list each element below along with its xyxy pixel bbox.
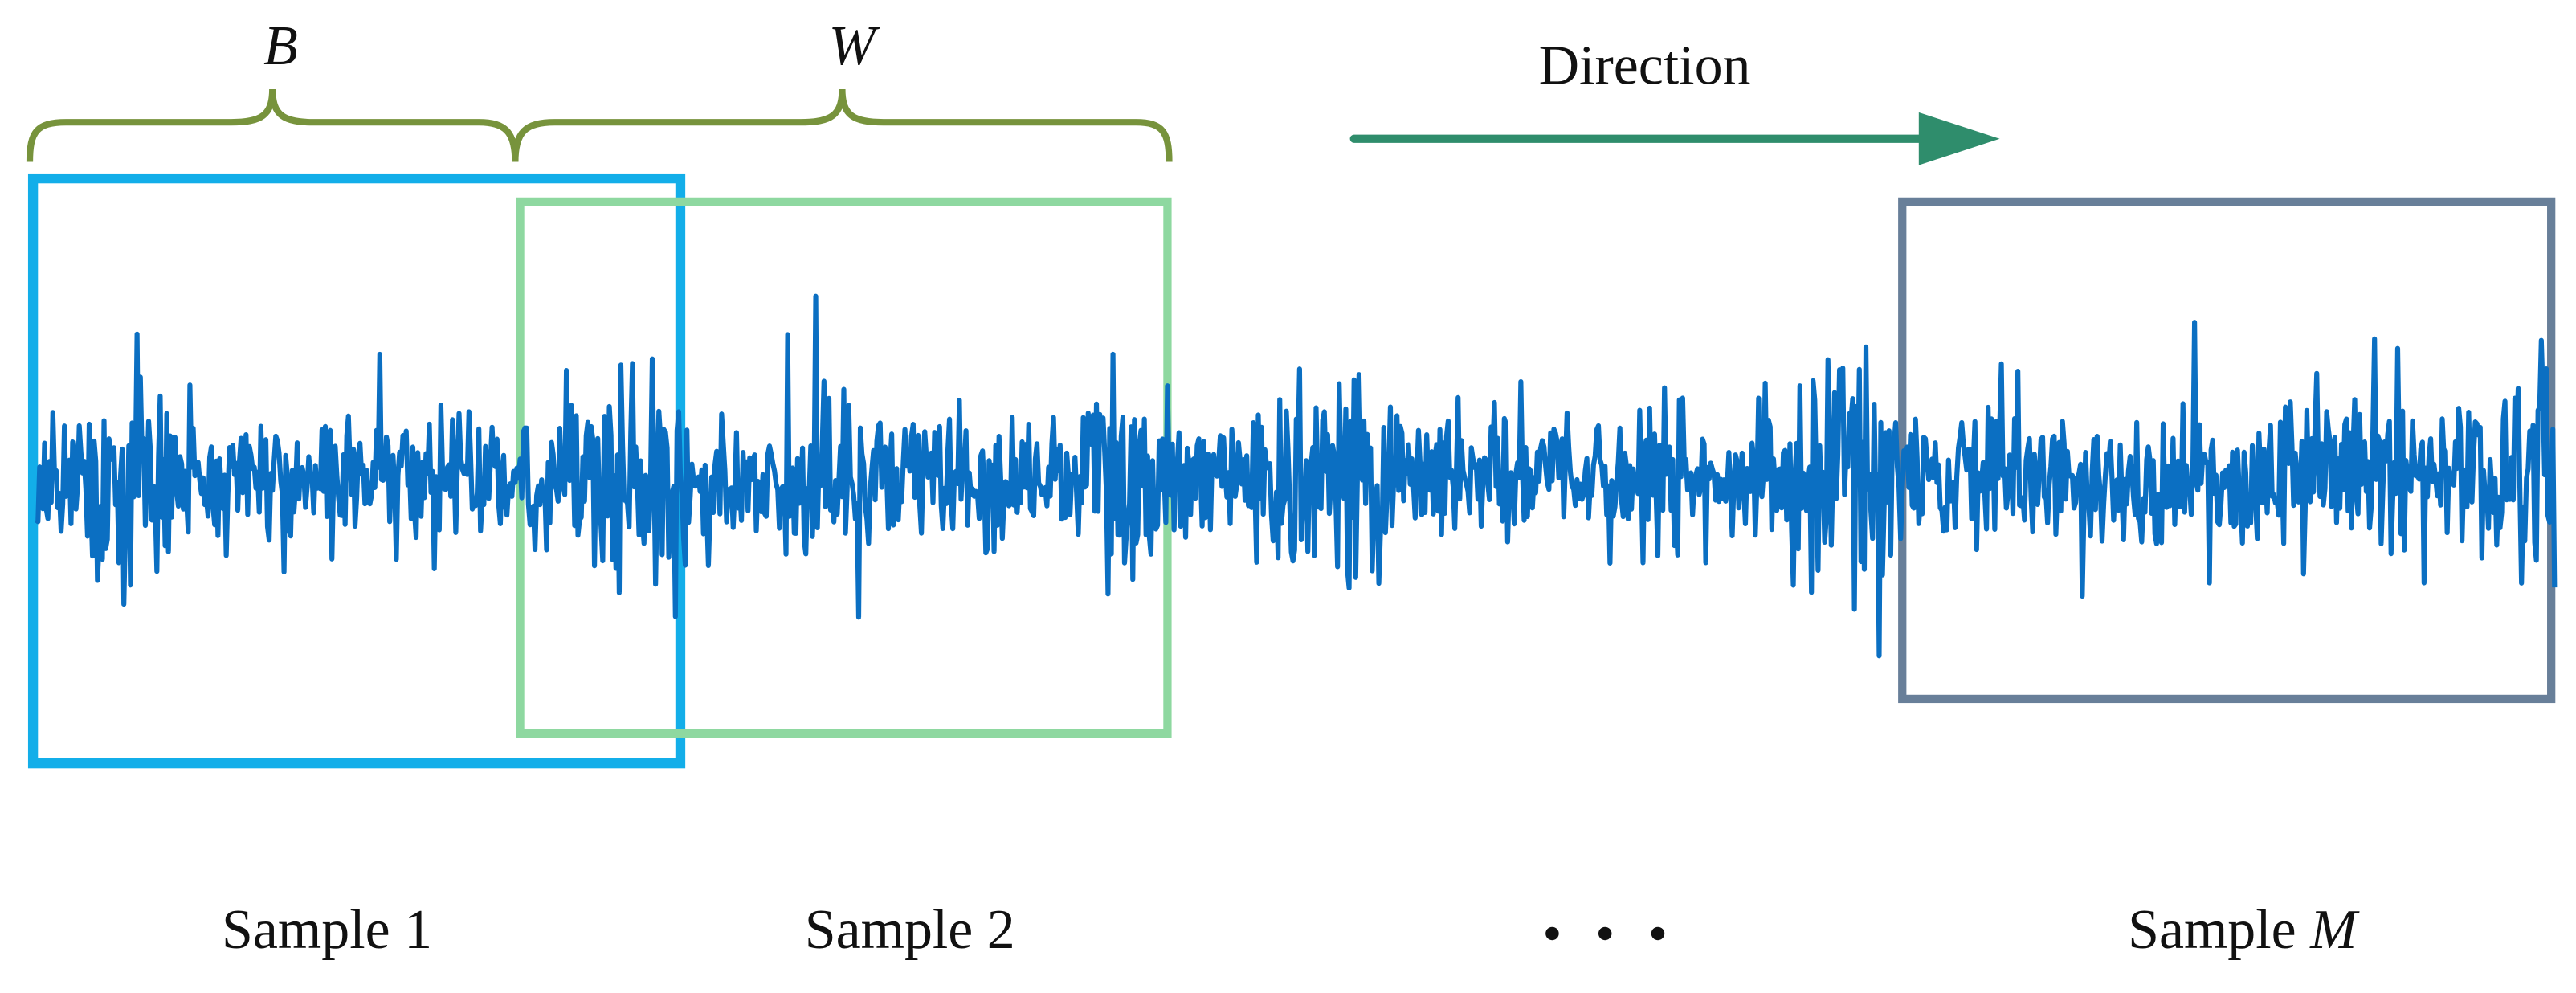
sample-label: Sample M — [2128, 899, 2360, 961]
brace-label: W — [829, 15, 880, 77]
ellipsis-dot — [1545, 926, 1559, 941]
brace — [26, 88, 519, 162]
sample-index: 1 — [404, 899, 432, 961]
signal — [35, 293, 2558, 659]
sample-label: Sample 2 — [805, 899, 1015, 961]
waveform — [35, 293, 2558, 659]
sample-name: Sample — [222, 899, 390, 961]
sample-name: Sample — [2128, 899, 2296, 961]
sample-index: M — [2309, 899, 2360, 961]
sample-name: Sample — [805, 899, 974, 961]
sample-index: 2 — [987, 899, 1015, 961]
ellipsis-dot — [1598, 926, 1612, 941]
arrow-head — [1918, 112, 2000, 166]
sample-label: Sample 1 — [222, 899, 432, 961]
ellipsis-dot — [1651, 926, 1665, 941]
direction-label: Direction — [1539, 35, 1751, 96]
brace — [512, 88, 1173, 162]
brace-label: B — [263, 15, 298, 77]
